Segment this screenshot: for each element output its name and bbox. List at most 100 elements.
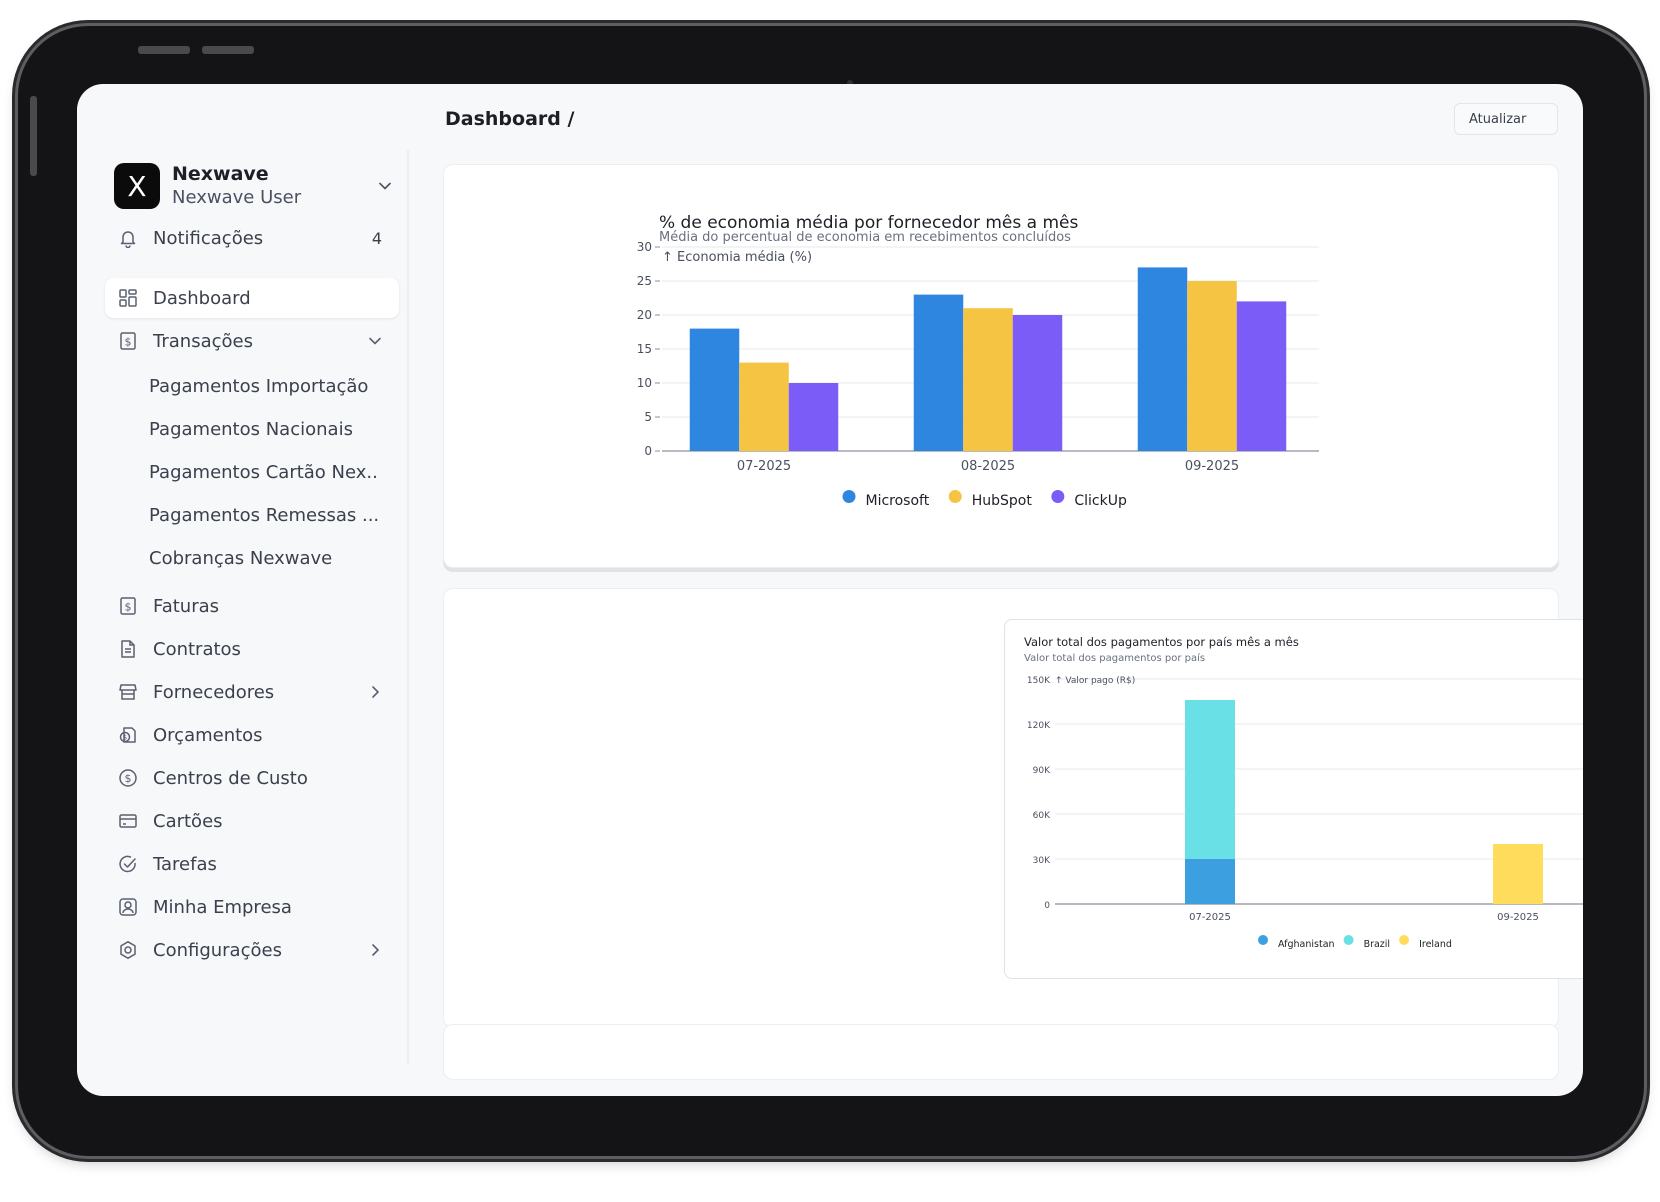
- sidebar-item-label: Configurações: [153, 939, 282, 961]
- sidebar-item-configuracoes[interactable]: Configurações: [105, 930, 399, 970]
- legend-marker: [1258, 935, 1268, 945]
- legend-marker: [1399, 935, 1410, 945]
- sidebar-item-label: Tarefas: [153, 853, 217, 875]
- sidebar-subitem-pagamentos-nacionais[interactable]: Pagamentos Nacionais: [149, 418, 353, 440]
- x-tick-label: 09-2025: [1497, 912, 1539, 923]
- y-axis-label: ↑ Valor pago (R$): [1055, 676, 1135, 686]
- gear-icon: [117, 939, 139, 961]
- legend-label: Afghanistan: [1278, 939, 1335, 950]
- y-tick-label: 60K: [1033, 811, 1051, 821]
- bar-ireland: [1493, 844, 1543, 904]
- legend-label: HubSpot: [972, 493, 1033, 509]
- notification-count-badge: 4: [371, 228, 383, 248]
- bar-brazil: [1185, 700, 1235, 859]
- sidebar-item-label: Fornecedores: [153, 681, 275, 703]
- dollar-doc-icon: $: [117, 595, 139, 617]
- svg-text:$: $: [125, 772, 132, 785]
- y-axis-label: ↑ Economia média (%): [662, 250, 812, 265]
- volume-button: [138, 46, 190, 54]
- sidebar-divider: [407, 150, 409, 1064]
- sidebar-item-contratos[interactable]: Contratos: [105, 629, 399, 669]
- grid-icon: [117, 287, 139, 309]
- sidebar-item-orcamentos[interactable]: $ Orçamentos: [105, 715, 399, 755]
- payments-chart: Valor total dos pagamentos por país mês …: [1024, 635, 1583, 950]
- legend-label: Ireland: [1419, 939, 1452, 950]
- account-switcher[interactable]: X Nexwave Nexwave User: [114, 160, 394, 212]
- sidebar-item-transacoes[interactable]: $ Transações: [105, 321, 399, 361]
- payments-chart-card: Valor total dos pagamentos por país mês …: [443, 588, 1583, 1028]
- sidebar-item-label: Dashboard: [153, 287, 251, 309]
- legend-marker: [1343, 935, 1354, 945]
- sidebar-item-minha-empresa[interactable]: Minha Empresa: [105, 887, 399, 927]
- sidebar-item-dashboard[interactable]: Dashboard: [105, 278, 399, 318]
- x-tick-label: 07-2025: [737, 459, 791, 474]
- chevron-right-icon: [365, 940, 385, 960]
- sidebar-subitem-pagamentos-importacao[interactable]: Pagamentos Importação: [149, 375, 369, 397]
- savings-chart: % de economia média por fornecedor mês a…: [637, 213, 1319, 509]
- x-tick-label: 07-2025: [1189, 912, 1231, 923]
- sidebar-item-label: Notificações: [153, 227, 264, 249]
- y-tick-label: 90K: [1033, 766, 1051, 776]
- breadcrumb[interactable]: Dashboard /: [445, 108, 575, 130]
- bar-microsoft: [913, 294, 964, 451]
- svg-text:$: $: [123, 734, 127, 742]
- svg-text:$: $: [125, 601, 132, 614]
- bar-microsoft: [689, 328, 740, 451]
- chevron-down-icon: [376, 177, 394, 195]
- y-tick-label: 5: [644, 410, 652, 424]
- y-tick-label: 25: [637, 274, 652, 288]
- legend-marker: [948, 490, 962, 503]
- sidebar-subitem-cobrancas[interactable]: Cobranças Nexwave: [149, 547, 333, 569]
- sidebar-item-label: Centros de Custo: [153, 767, 308, 789]
- screen: X Nexwave Nexwave User Notificações 4 Da…: [77, 84, 1583, 1096]
- chevron-right-icon: [365, 682, 385, 702]
- budget-icon: $: [117, 724, 139, 746]
- sidebar-item-faturas[interactable]: $ Faturas: [105, 586, 399, 626]
- payments-chart-panel: Valor total dos pagamentos por país mês …: [1004, 619, 1583, 979]
- coin-icon: $: [117, 767, 139, 789]
- sidebar-item-label: Contratos: [153, 638, 241, 660]
- sidebar-item-cartoes[interactable]: Cartões: [105, 801, 399, 841]
- bar-clickup: [1012, 315, 1063, 451]
- sidebar-item-tarefas[interactable]: Tarefas: [105, 844, 399, 884]
- company-logo: X: [114, 163, 160, 209]
- y-tick-label: 0: [644, 444, 652, 458]
- legend-label: Brazil: [1364, 939, 1391, 950]
- bar-hubspot: [739, 362, 789, 451]
- legend-label: ClickUp: [1074, 493, 1127, 509]
- bar-clickup: [788, 383, 839, 451]
- volume-button: [202, 46, 254, 54]
- card-icon: [117, 810, 139, 832]
- sidebar-item-fornecedores[interactable]: Fornecedores: [105, 672, 399, 712]
- sidebar-subitem-pagamentos-cartao[interactable]: Pagamentos Cartão Nex...: [149, 461, 379, 483]
- sidebar-item-notificacoes[interactable]: Notificações 4: [105, 218, 399, 258]
- sidebar-item-label: Transações: [153, 330, 253, 352]
- user-square-icon: [117, 896, 139, 918]
- chart-subtitle: Valor total dos pagamentos por país: [1024, 652, 1205, 664]
- legend-marker: [1051, 490, 1065, 503]
- bar-clickup: [1236, 301, 1287, 451]
- y-tick-label: 0: [1044, 901, 1050, 911]
- sidebar: X Nexwave Nexwave User Notificações 4 Da…: [77, 84, 409, 1096]
- sidebar-item-label: Cartões: [153, 810, 223, 832]
- y-tick-label: 120K: [1027, 721, 1051, 731]
- chart-title: % de economia média por fornecedor mês a…: [659, 213, 1078, 233]
- svg-text:$: $: [125, 336, 132, 349]
- bar-microsoft: [1137, 267, 1188, 451]
- y-tick-label: 150K: [1027, 676, 1051, 686]
- bar-afghanistan: [1185, 859, 1235, 904]
- sidebar-item-label: Minha Empresa: [153, 896, 292, 918]
- sidebar-subitem-pagamentos-remessas[interactable]: Pagamentos Remessas ...: [149, 504, 379, 526]
- chevron-down-icon: [365, 331, 385, 351]
- bar-hubspot: [963, 308, 1013, 451]
- chart-title: Valor total dos pagamentos por país mês …: [1024, 635, 1299, 649]
- savings-chart-card: % de economia média por fornecedor mês a…: [443, 164, 1559, 568]
- refresh-button[interactable]: Atualizar: [1454, 103, 1558, 135]
- y-tick-label: 30K: [1033, 856, 1051, 866]
- check-circle-icon: [117, 853, 139, 875]
- document-icon: [117, 638, 139, 660]
- x-tick-label: 08-2025: [961, 459, 1015, 474]
- legend-label: Microsoft: [866, 493, 930, 509]
- y-tick-label: 20: [637, 308, 652, 322]
- sidebar-item-centros-de-custo[interactable]: $ Centros de Custo: [105, 758, 399, 798]
